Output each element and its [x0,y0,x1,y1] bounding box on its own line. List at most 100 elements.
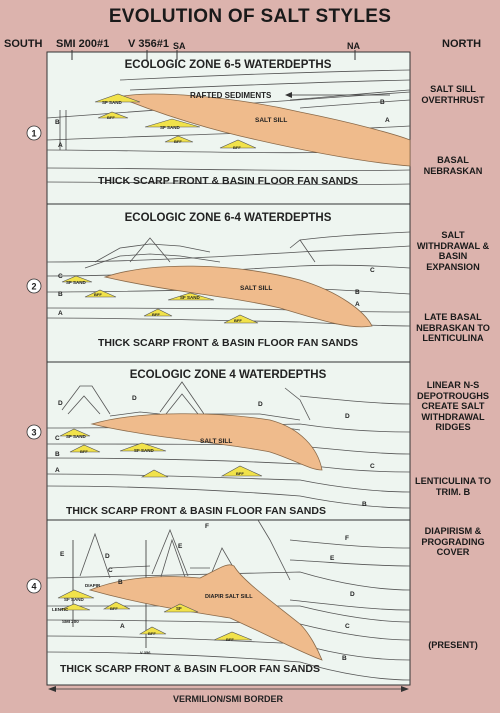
sand-label: SF SAND [66,280,87,285]
side-caption-linear-depotroughs: LINEAR N-S DEPOTROUGHS CREATE SALT WITHD… [417,380,489,432]
panel-number: 1 [31,129,36,139]
bff-label: BFF [152,312,160,317]
border-arrow-right [401,686,409,692]
diagram-title: EVOLUTION OF SALT STYLES [108,6,392,27]
sand-lens [163,603,199,613]
sand-lens [84,289,117,298]
well-sa-label: SA [173,41,186,51]
salt-sill-shape [103,265,373,328]
layer-label: B [355,289,360,296]
salt-label: SALT SILL [240,285,272,292]
sand-lens [97,111,129,119]
salt-label: DIAPIR SALT SILL [205,594,253,600]
side-caption-lenticulina: LENTICULINA TO TRIM. B [414,476,492,497]
sand-lens [213,631,253,641]
panel-number: 3 [31,428,36,438]
layer-label: B [55,119,60,126]
bff-label: BFF [110,606,118,611]
layer-label: C [58,273,63,280]
layer-label: E [178,543,183,550]
layer-label: D [345,413,350,420]
sand-label: SF SAND [160,125,181,130]
well-tag: V 356 [140,650,151,655]
salt-sill-shape [116,93,411,167]
bff-label: BFF [234,318,242,323]
sand-lens [94,93,141,103]
layer-label: B [118,579,123,586]
sand-lens [57,589,95,599]
sand-lens [102,601,131,610]
side-caption-diapirism: DIAPIRISM & PROGRADING COVER [421,526,485,557]
sand-lens [164,135,194,143]
bff-label: BFF [80,449,88,454]
panel-number-circle [26,424,42,440]
layer-label: D [350,591,355,598]
side-caption-late-basal: LATE BASAL NEBRASKAN TO LENTICULINA [416,312,490,343]
bff-label: BFF [107,115,115,120]
bottom-label: THICK SCARP FRONT & BASIN FLOOR FAN SAND… [60,663,320,675]
side-caption-salt-withdrawal: SALT WITHDRAWAL & BASIN EXPANSION [416,230,490,272]
bff-label: BFF [94,292,102,297]
south-label: SOUTH [4,38,43,50]
zone-title: ECOLOGIC ZONE 4 WATERDEPTHS [130,369,327,381]
sand-lens [59,603,91,611]
side-caption-present: (PRESENT) [428,640,478,650]
layer-label: B [55,451,60,458]
layer-label: E [330,555,335,562]
zone-title: ECOLOGIC ZONE 6-4 WATERDEPTHS [125,212,332,224]
sand-label: SF SAND [66,434,87,439]
zone-title: ECOLOGIC ZONE 6-5 WATERDEPTHS [125,59,332,71]
layer-label: C [108,567,113,574]
panel-number-circle [26,278,42,294]
bottom-label: THICK SCARP FRONT & BASIN FLOOR FAN SAND… [98,175,358,187]
sand-lens [167,292,215,301]
sand-lens [69,444,101,453]
diapir-label: DIAPIR [85,583,101,588]
sand-label: SF [176,606,182,611]
layer-label: C [345,623,350,630]
salt-sill-shape [90,413,323,471]
layer-label: B [362,501,367,508]
arrow-head [285,92,292,98]
sand-lens [143,308,173,317]
salt-label: SALT SILL [255,117,287,124]
north-label: NORTH [442,38,482,50]
layer-label: A [355,301,360,308]
sand-lens [219,139,257,149]
sand-lens [61,275,93,283]
well-tag: SMI 200 [62,619,79,624]
layer-label: A [58,310,63,317]
bottom-label: THICK SCARP FRONT & BASIN FLOOR FAN SAND… [66,505,326,517]
well-v-label: V 356#1 [128,38,169,50]
sand-label: SF SAND [64,597,85,602]
layer-label: E [60,551,65,558]
layer-label: C [370,267,375,274]
layer-label: B [58,291,63,298]
layer-label: A [58,142,63,149]
layer-label: B [380,99,385,106]
sand-lens [140,469,169,478]
panel-number-circle [26,578,42,594]
bff-label: BFF [226,637,234,642]
well-smi-label: SMI 200#1 [56,38,110,50]
side-caption-salt-sill-overthrust: SALT SILL OVERTHRUST [421,84,485,105]
sand-lens [59,428,91,437]
bottom-label: THICK SCARP FRONT & BASIN FLOOR FAN SAND… [98,337,358,349]
sand-lens [119,442,167,452]
footer-label: VERMILION/SMI BORDER [173,694,284,704]
layer-label: D [132,395,137,402]
sand-lens [144,118,201,128]
bff-label: BFF [236,471,244,476]
bff-label: BFF [233,145,241,150]
bff-label: BFF [174,139,182,144]
layer-label: D [258,401,263,408]
sand-label: SF SAND [134,448,155,453]
layer-label: B [342,655,347,662]
sand-label: SF SAND [180,295,201,300]
layer-label: C [55,435,60,442]
panel-number: 4 [31,582,36,592]
well-na-label: NA [347,41,360,51]
layer-label: A [385,117,390,124]
panel-number: 2 [31,282,36,292]
